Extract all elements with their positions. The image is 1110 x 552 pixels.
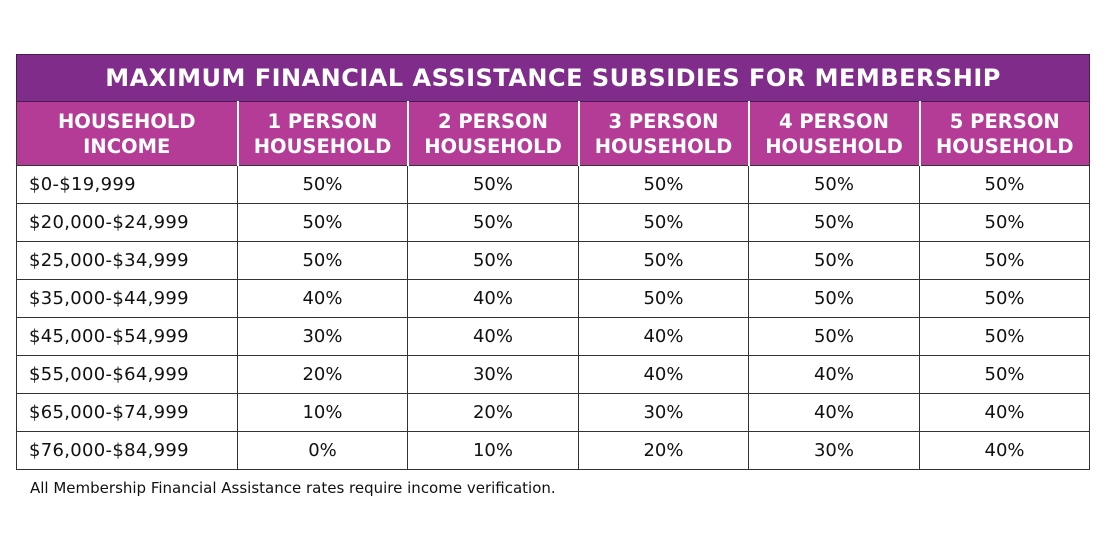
- value-cell: 30%: [237, 317, 408, 356]
- value-cell: 30%: [407, 355, 579, 394]
- column-header-income: HOUSEHOLD INCOME: [16, 101, 239, 166]
- column-header-line2: HOUSEHOLD: [594, 134, 733, 158]
- column-header-row: HOUSEHOLD INCOME 1 PERSON HOUSEHOLD 2 PE…: [16, 101, 1091, 166]
- income-cell: $76,000-$84,999: [16, 431, 238, 470]
- value-cell: 50%: [748, 165, 920, 204]
- column-header-line1: HOUSEHOLD: [57, 109, 196, 133]
- value-cell: 40%: [578, 355, 749, 394]
- value-cell: 50%: [918, 203, 1091, 242]
- income-cell: $25,000-$34,999: [16, 241, 238, 280]
- table-row: $45,000-$54,999 30% 40% 40% 50% 50%: [16, 317, 1091, 356]
- value-cell: 50%: [918, 355, 1091, 394]
- value-cell: 50%: [237, 241, 408, 280]
- column-header-2-person: 2 PERSON HOUSEHOLD: [407, 101, 580, 166]
- column-header-line1: 3 PERSON: [608, 109, 719, 133]
- value-cell: 40%: [237, 279, 408, 318]
- value-cell: 50%: [578, 241, 749, 280]
- column-header-line1: 2 PERSON: [438, 109, 548, 133]
- value-cell: 50%: [237, 165, 408, 204]
- column-header-line1: 1 PERSON: [267, 109, 378, 133]
- table-row: $76,000-$84,999 0% 10% 20% 30% 40%: [16, 431, 1091, 470]
- table-row: $65,000-$74,999 10% 20% 30% 40% 40%: [16, 393, 1091, 432]
- value-cell: 50%: [407, 241, 579, 280]
- value-cell: 40%: [748, 393, 920, 432]
- table-row: $0-$19,999 50% 50% 50% 50% 50%: [16, 165, 1091, 204]
- value-cell: 0%: [237, 431, 408, 470]
- column-header-3-person: 3 PERSON HOUSEHOLD: [578, 101, 750, 166]
- value-cell: 40%: [407, 279, 579, 318]
- value-cell: 50%: [918, 279, 1091, 318]
- value-cell: 40%: [578, 317, 749, 356]
- column-header-1-person: 1 PERSON HOUSEHOLD: [237, 101, 409, 166]
- column-header-line1: 5 PERSON: [949, 109, 1060, 133]
- value-cell: 10%: [407, 431, 579, 470]
- value-cell: 50%: [407, 203, 579, 242]
- table-row: $25,000-$34,999 50% 50% 50% 50% 50%: [16, 241, 1091, 280]
- value-cell: 20%: [237, 355, 408, 394]
- subsidy-table-container: MAXIMUM FINANCIAL ASSISTANCE SUBSIDIES F…: [15, 54, 1091, 470]
- income-cell: $0-$19,999: [16, 165, 238, 204]
- value-cell: 20%: [407, 393, 579, 432]
- value-cell: 50%: [578, 279, 749, 318]
- value-cell: 40%: [748, 355, 920, 394]
- value-cell: 50%: [407, 165, 579, 204]
- income-cell: $45,000-$54,999: [16, 317, 238, 356]
- value-cell: 50%: [918, 165, 1091, 204]
- column-header-line2: INCOME: [83, 134, 171, 158]
- value-cell: 50%: [748, 317, 920, 356]
- column-header-line2: HOUSEHOLD: [253, 134, 392, 158]
- value-cell: 10%: [237, 393, 408, 432]
- value-cell: 30%: [748, 431, 920, 470]
- table-title-row: MAXIMUM FINANCIAL ASSISTANCE SUBSIDIES F…: [15, 54, 1091, 102]
- value-cell: 50%: [578, 165, 749, 204]
- income-cell: $35,000-$44,999: [16, 279, 238, 318]
- column-header-4-person: 4 PERSON HOUSEHOLD: [748, 101, 921, 166]
- column-header-line2: HOUSEHOLD: [424, 134, 562, 158]
- income-cell: $20,000-$24,999: [16, 203, 238, 242]
- table-row: $35,000-$44,999 40% 40% 50% 50% 50%: [16, 279, 1091, 318]
- value-cell: 50%: [748, 279, 920, 318]
- footnote: All Membership Financial Assistance rate…: [30, 479, 556, 497]
- table-row: $55,000-$64,999 20% 30% 40% 40% 50%: [16, 355, 1091, 394]
- value-cell: 50%: [918, 317, 1091, 356]
- value-cell: 50%: [237, 203, 408, 242]
- value-cell: 50%: [748, 241, 920, 280]
- income-cell: $55,000-$64,999: [16, 355, 238, 394]
- column-header-line2: HOUSEHOLD: [765, 134, 903, 158]
- column-header-line1: 4 PERSON: [779, 109, 889, 133]
- subsidy-table: MAXIMUM FINANCIAL ASSISTANCE SUBSIDIES F…: [15, 54, 1091, 470]
- value-cell: 40%: [918, 393, 1091, 432]
- table-row: $20,000-$24,999 50% 50% 50% 50% 50%: [16, 203, 1091, 242]
- value-cell: 40%: [918, 431, 1091, 470]
- value-cell: 50%: [918, 241, 1091, 280]
- value-cell: 40%: [407, 317, 579, 356]
- value-cell: 30%: [578, 393, 749, 432]
- value-cell: 50%: [748, 203, 920, 242]
- value-cell: 50%: [578, 203, 749, 242]
- column-header-5-person: 5 PERSON HOUSEHOLD: [919, 101, 1091, 166]
- column-header-line2: HOUSEHOLD: [935, 134, 1074, 158]
- value-cell: 20%: [578, 431, 749, 470]
- table-title: MAXIMUM FINANCIAL ASSISTANCE SUBSIDIES F…: [15, 54, 1091, 102]
- income-cell: $65,000-$74,999: [16, 393, 238, 432]
